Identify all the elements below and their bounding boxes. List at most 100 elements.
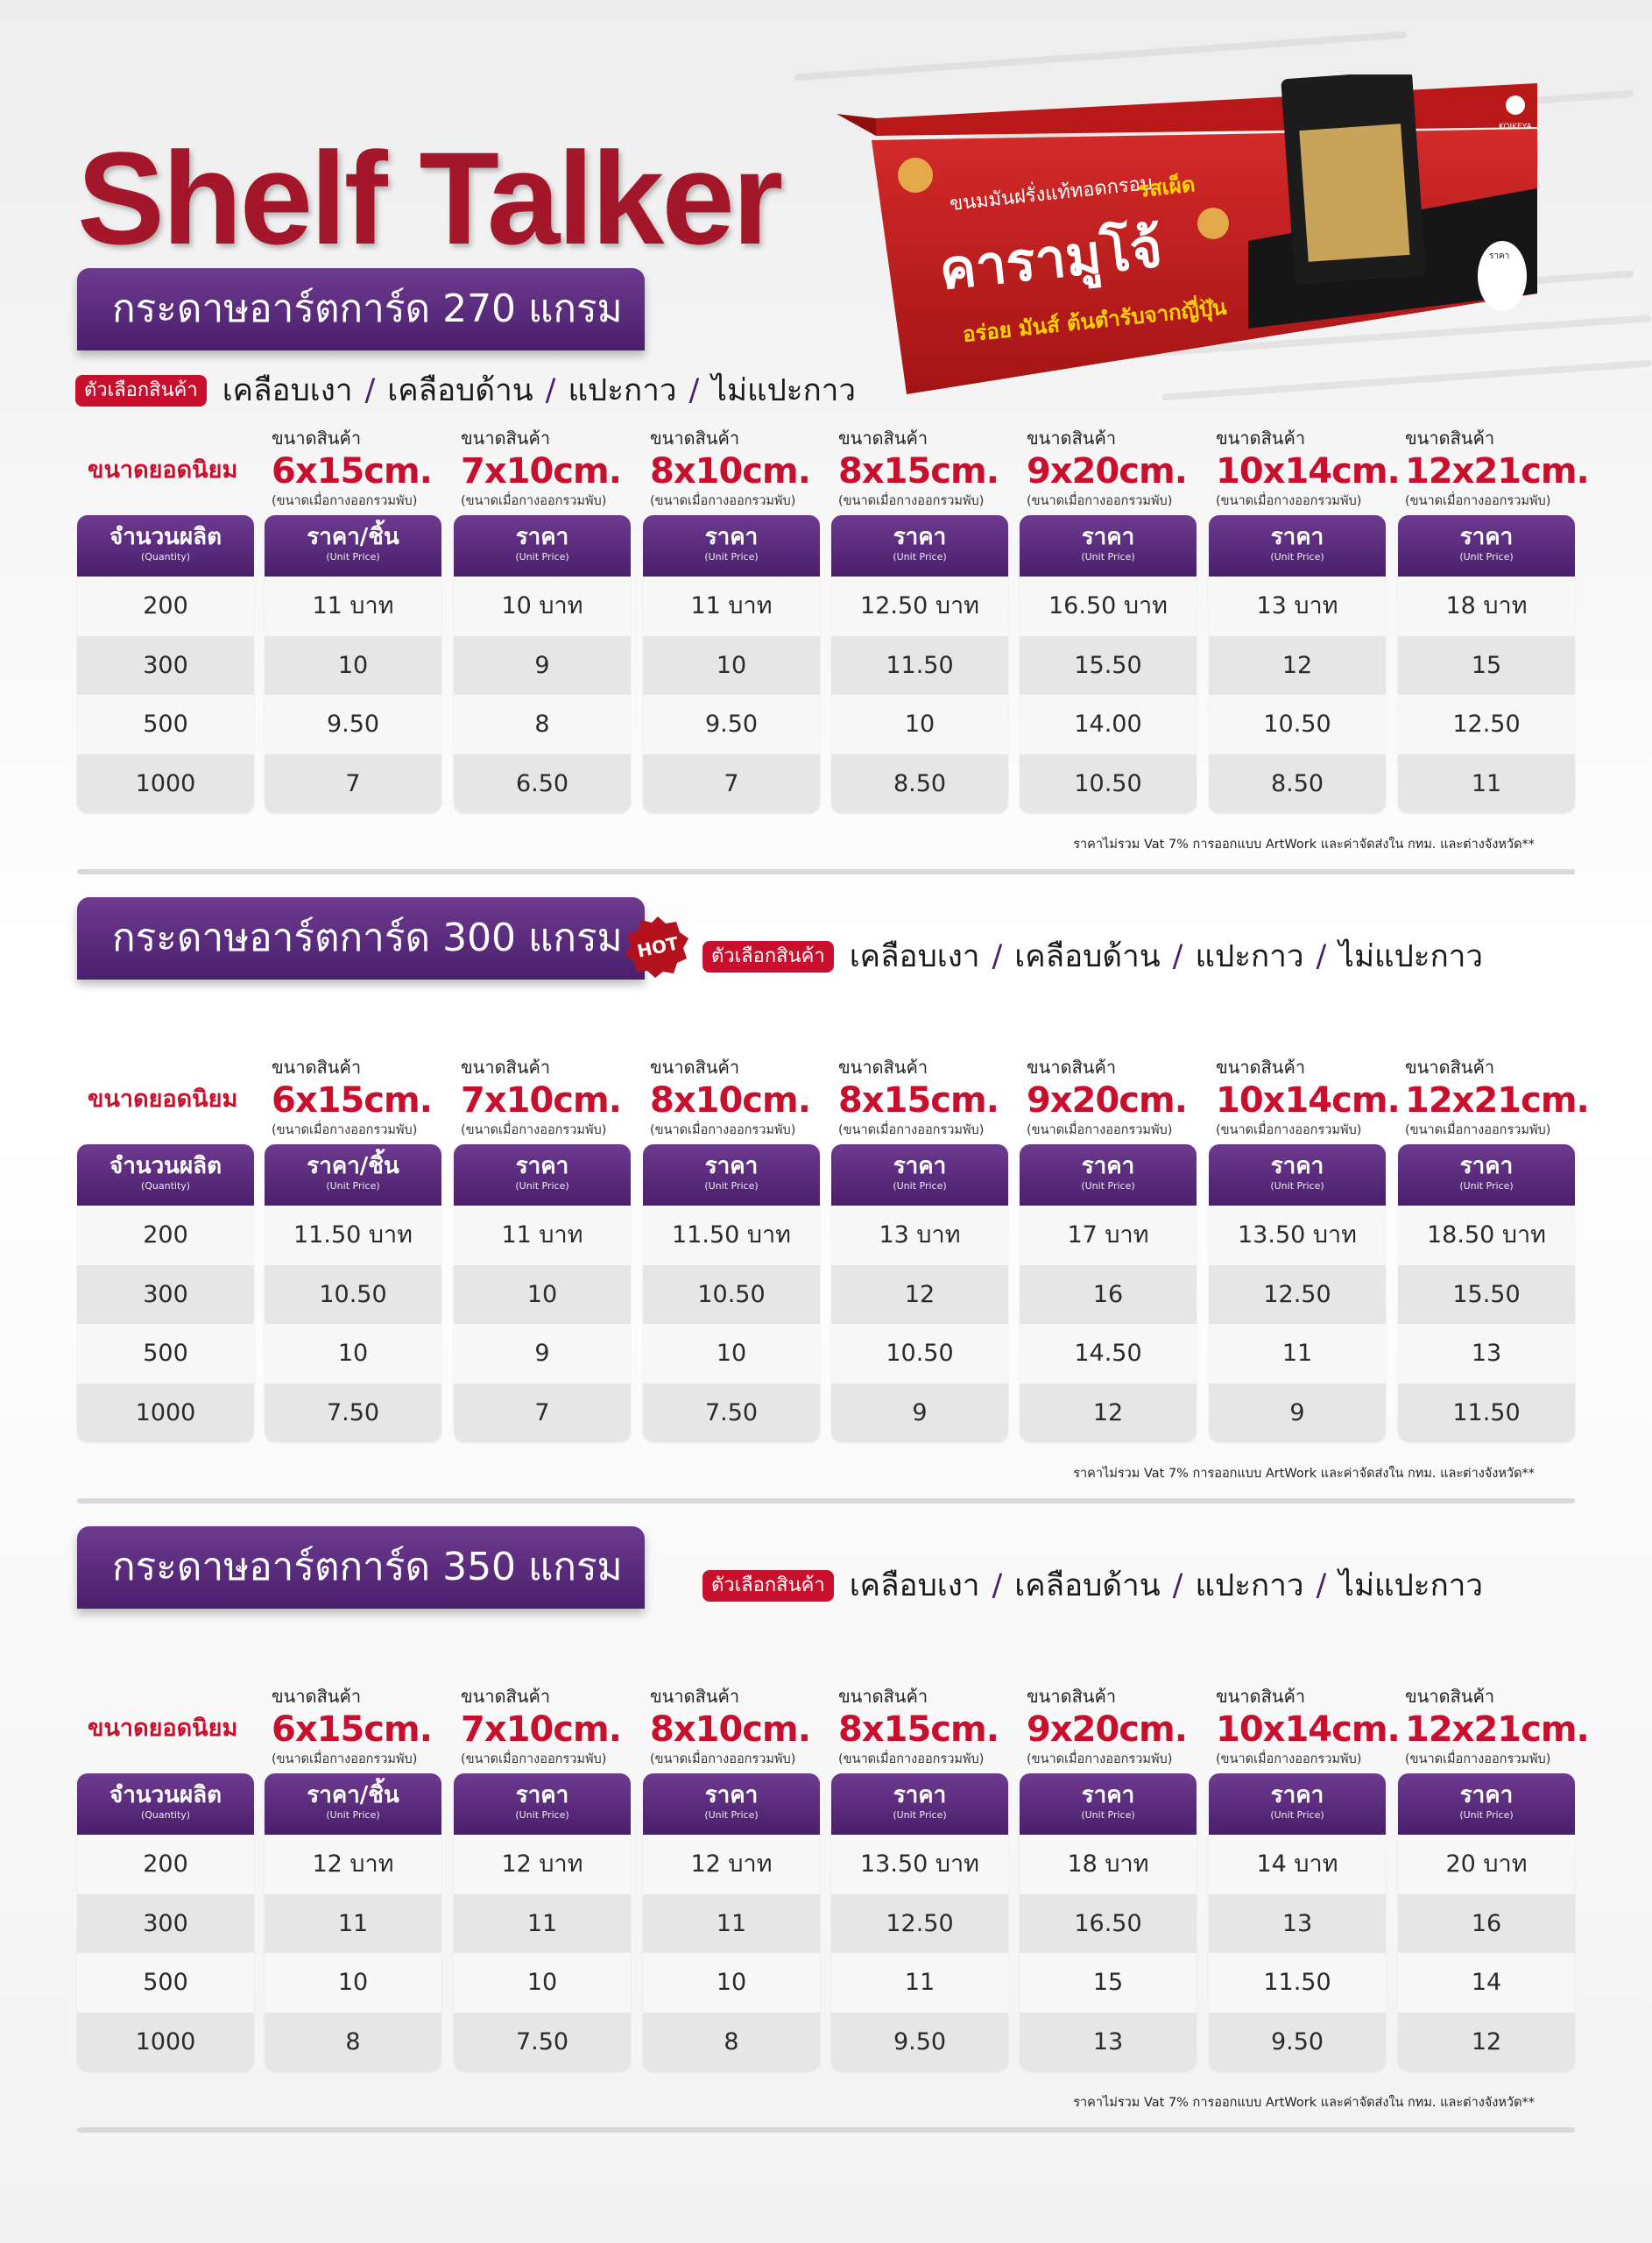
- price-cell: 11 บาท: [643, 577, 820, 636]
- price-header: ราคา (Unit Price): [1020, 515, 1197, 577]
- price-cell: 11.50 บาท: [643, 1206, 820, 1265]
- price-cell: 12: [1209, 635, 1386, 695]
- price-header: ราคา (Unit Price): [1209, 515, 1386, 577]
- price-cell: 9.50: [831, 2012, 1008, 2071]
- option-item: แปะกาว: [568, 373, 677, 408]
- price-cell: 9: [831, 1383, 1008, 1442]
- size-value: 8x15cm.: [838, 1709, 999, 1750]
- quantity-header: จำนวนผลิต (Quantity): [77, 515, 254, 577]
- quantity-cell: 500: [77, 1953, 254, 2013]
- price-header-en: (Unit Price): [1459, 551, 1514, 563]
- hot-badge-icon: HOT: [625, 916, 688, 978]
- price-cell: 18 บาท: [1398, 577, 1575, 636]
- price-cell: 20 บาท: [1398, 1835, 1575, 1894]
- price-cell: 10: [831, 695, 1008, 754]
- size-header: ขนาดสินค้า 6x15cm. (ขนาดเมื่อกางออกรวมพับ): [272, 1682, 447, 1769]
- size-header: ขนาดสินค้า 7x10cm. (ขนาดเมื่อกางออกรวมพับ): [461, 1682, 636, 1769]
- price-header-label: ราคา: [1081, 524, 1135, 550]
- price-cell: 16.50: [1020, 1893, 1197, 1953]
- price-cell: 12.50: [1209, 1264, 1386, 1324]
- size-note: (ขนาดเมื่อกางออกรวมพับ): [838, 494, 985, 508]
- option-item: ไม่แปะกาว: [711, 373, 857, 408]
- size-top-label: ขนาดสินค้า: [1027, 428, 1117, 449]
- price-cell: 11: [831, 1953, 1008, 2013]
- price-header-label: ราคา: [1270, 1153, 1324, 1179]
- option-separator: /: [992, 1567, 1003, 1603]
- size-header: ขนาดสินค้า 9x20cm. (ขนาดเมื่อกางออกรวมพับ): [1027, 1053, 1202, 1140]
- price-cell: 7.50: [643, 1383, 820, 1442]
- size-note: (ขนาดเมื่อกางออกรวมพับ): [272, 1752, 418, 1766]
- size-value: 12x21cm.: [1405, 1709, 1590, 1750]
- price-cell: 16: [1020, 1264, 1197, 1324]
- size-top-label: ขนาดสินค้า: [461, 1057, 551, 1078]
- price-header-label: ราคา: [515, 524, 569, 550]
- price-cell: 8: [265, 2012, 441, 2071]
- size-top-label: ขนาดสินค้า: [1027, 1057, 1117, 1078]
- price-cell: 8.50: [1209, 754, 1386, 813]
- size-value: 9x20cm.: [1027, 451, 1188, 492]
- option-item: เคลือบเงา: [222, 373, 353, 408]
- price-header-label: ราคา/ชิ้น: [307, 1153, 399, 1179]
- size-top-label: ขนาดสินค้า: [272, 1686, 362, 1707]
- price-cell: 12 บาท: [643, 1835, 820, 1894]
- section-title: กระดาษอาร์ตการ์ด 350 แกรม: [77, 1526, 645, 1609]
- price-header: ราคา/ชิ้น (Unit Price): [265, 1773, 441, 1835]
- size-note: (ขนาดเมื่อกางออกรวมพับ): [461, 1123, 607, 1137]
- price-column: ราคา (Unit Price) 11 บาท 10 9 7: [454, 1144, 631, 1442]
- price-cell: 9.50: [643, 695, 820, 754]
- quantity-column: จำนวนผลิต (Quantity) 200 300 500 1000: [77, 1773, 254, 2071]
- banner-arrows: ››››: [1181, 288, 1217, 316]
- size-header: ขนาดสินค้า 9x20cm. (ขนาดเมื่อกางออกรวมพับ): [1027, 424, 1202, 511]
- size-value: 9x20cm.: [1027, 1709, 1188, 1750]
- price-cell: 10.50: [265, 1264, 441, 1324]
- price-cell: 13.50 บาท: [1209, 1206, 1386, 1265]
- size-top-label: ขนาดสินค้า: [838, 1686, 928, 1707]
- size-top-label: ขนาดสินค้า: [650, 1057, 740, 1078]
- price-cell: 13: [1398, 1324, 1575, 1383]
- size-header: ขนาดสินค้า 7x10cm. (ขนาดเมื่อกางออกรวมพับ): [461, 424, 636, 511]
- price-cell: 10: [265, 1324, 441, 1383]
- price-header-label: ราคา: [704, 1782, 759, 1808]
- quantity-header-en: (Quantity): [140, 1180, 191, 1192]
- option-item: เคลือบเงา: [849, 1568, 980, 1603]
- size-top-label: ขนาดสินค้า: [838, 1057, 928, 1078]
- price-header: ราคา (Unit Price): [1398, 515, 1575, 577]
- price-cell: 11: [1398, 754, 1575, 813]
- price-cell: 6.50: [454, 754, 631, 813]
- price-cell: 13.50 บาท: [831, 1835, 1008, 1894]
- price-header-en: (Unit Price): [1270, 551, 1324, 563]
- section-divider: [77, 1498, 1575, 1504]
- popular-size-label: ขนาดยอดนิยม: [88, 1086, 238, 1113]
- price-cell: 10: [454, 1264, 631, 1324]
- price-column: ราคา (Unit Price) 11.50 บาท 10.50 10 7.50: [643, 1144, 820, 1442]
- size-top-label: ขนาดสินค้า: [1027, 1686, 1117, 1707]
- size-value: 10x14cm.: [1216, 1709, 1401, 1750]
- price-column: ราคา (Unit Price) 13.50 บาท 12.50 11 9.50: [831, 1773, 1008, 2071]
- quantity-header: จำนวนผลิต (Quantity): [77, 1144, 254, 1206]
- size-value: 8x10cm.: [650, 451, 811, 492]
- price-cell: 12 บาท: [454, 1835, 631, 1894]
- price-cell: 14 บาท: [1209, 1835, 1386, 1894]
- price-cell: 11 บาท: [265, 577, 441, 636]
- price-header-label: ราคา: [893, 1782, 947, 1808]
- price-header-en: (Unit Price): [893, 551, 947, 563]
- size-note: (ขนาดเมื่อกางออกรวมพับ): [1405, 1123, 1551, 1137]
- price-cell: 9: [454, 1324, 631, 1383]
- price-header-en: (Unit Price): [1081, 1180, 1135, 1192]
- price-header-en: (Unit Price): [704, 1809, 759, 1821]
- price-cell: 11.50: [831, 635, 1008, 695]
- size-value: 6x15cm.: [272, 451, 433, 492]
- price-header-en: (Unit Price): [515, 1180, 569, 1192]
- price-column: ราคา (Unit Price) 11 บาท 10 9.50 7: [643, 515, 820, 813]
- size-value: 8x10cm.: [650, 1080, 811, 1121]
- price-cell: 8: [454, 695, 631, 754]
- price-cell: 13 บาท: [831, 1206, 1008, 1265]
- price-cell: 7.50: [265, 1383, 441, 1442]
- price-cell: 12: [831, 1264, 1008, 1324]
- quantity-cell: 1000: [77, 2012, 254, 2071]
- option-separator: /: [545, 372, 556, 408]
- option-badge: ตัวเลือกสินค้า: [75, 374, 207, 407]
- size-note: (ขนาดเมื่อกางออกรวมพับ): [650, 1752, 796, 1766]
- banner-flavor: รสเผ็ด: [1137, 171, 1197, 202]
- price-cell: 10 บาท: [454, 577, 631, 636]
